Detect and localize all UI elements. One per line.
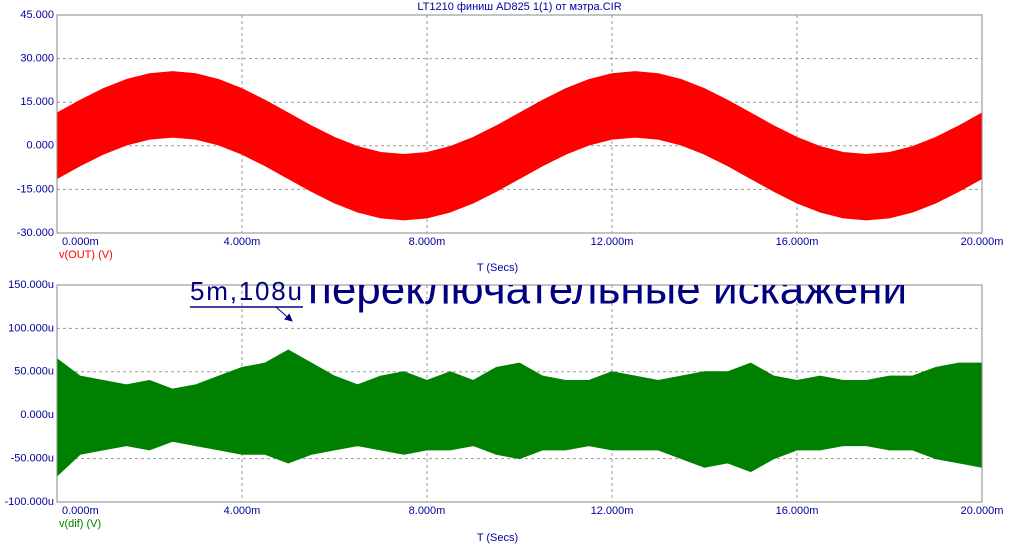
y-tick-label: -15.000 — [17, 183, 54, 195]
x-tick-label: 20.000m — [961, 236, 1004, 248]
x-tick-label: 16.000m — [776, 505, 819, 517]
x-tick-label: 0.000m — [62, 236, 99, 248]
y-tick-label: 150.000u — [8, 279, 54, 291]
x-tick-label: 12.000m — [591, 236, 634, 248]
signal-band — [57, 349, 982, 477]
y-tick-label: 0.000u — [20, 409, 54, 421]
y-tick-label: 50.000u — [14, 366, 54, 378]
x-tick-label: 4.000m — [224, 505, 261, 517]
annotation-arrow — [275, 306, 293, 322]
y-tick-label: -100.000u — [4, 496, 54, 508]
plot-frame — [56, 14, 983, 234]
y-tick-label: 15.000 — [20, 96, 54, 108]
x-axis-label: T (Secs) — [477, 532, 518, 544]
x-axis-label: T (Secs) — [477, 262, 518, 274]
chart-title: LT1210 финиш AD825 1(1) от мэтра.CIR — [417, 1, 621, 13]
y-tick-label: 45.000 — [20, 9, 54, 21]
x-tick-label: 8.000m — [409, 236, 446, 248]
x-tick-label: 12.000m — [591, 505, 634, 517]
y-tick-label: 100.000u — [8, 322, 54, 334]
y-tick-label: 30.000 — [20, 53, 54, 65]
x-tick-label: 4.000m — [224, 236, 261, 248]
x-tick-label: 8.000m — [409, 505, 446, 517]
x-tick-label: 20.000m — [961, 505, 1004, 517]
annotation-label: 5m,108u — [190, 276, 302, 306]
series-label: v(OUT) (V) — [59, 249, 113, 261]
annotation-label: переключательные искажени — [308, 265, 907, 314]
series-label: v(dif) (V) — [59, 518, 101, 530]
y-tick-label: -50.000u — [11, 453, 54, 465]
x-tick-label: 16.000m — [776, 236, 819, 248]
plot-frame — [56, 284, 983, 503]
y-tick-label: 0.000 — [26, 140, 54, 152]
signal-band — [57, 71, 982, 221]
y-tick-label: -30.000 — [17, 227, 54, 239]
x-tick-label: 0.000m — [62, 505, 99, 517]
